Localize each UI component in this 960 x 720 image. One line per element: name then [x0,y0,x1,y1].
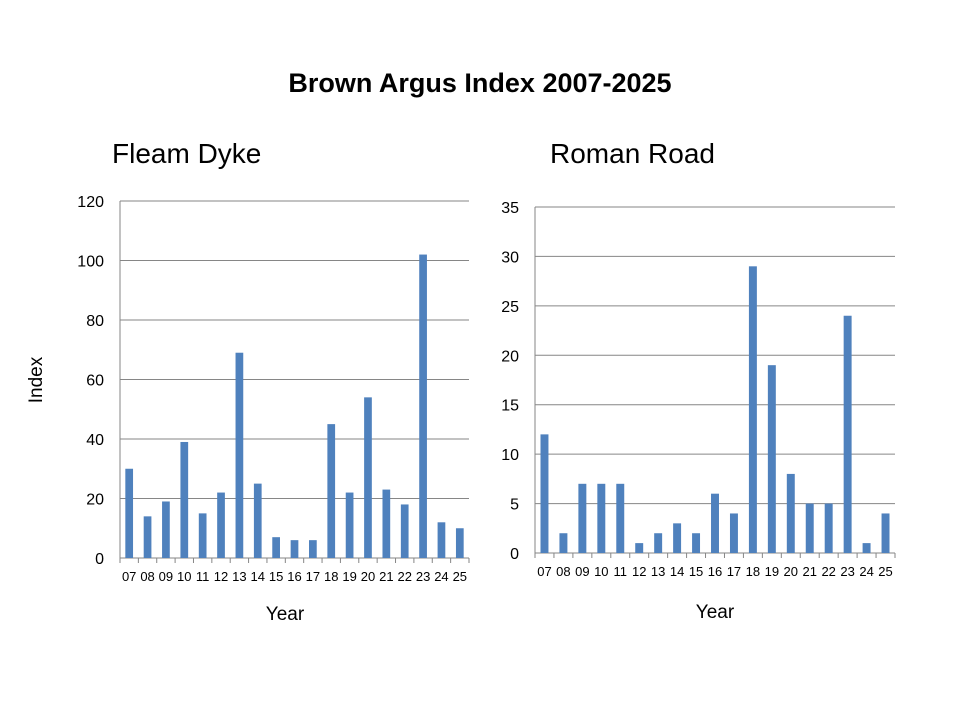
bar-16 [711,493,719,553]
slide-title: Brown Argus Index 2007-2025 [288,68,672,98]
x-tick-label: 20 [784,564,798,579]
bar-09 [162,501,170,558]
bar-24 [862,543,871,553]
bar-18 [327,424,336,558]
x-tick-label: 21 [803,564,817,579]
bar-22 [824,503,833,553]
x-tick-label: 14 [670,564,684,579]
x-tick-label: 21 [379,569,393,584]
x-tick-label: 18 [746,564,760,579]
bar-08 [559,533,568,553]
x-tick-label: 10 [177,569,191,584]
x-axis-label: Year [696,602,735,623]
x-tick-label: 17 [306,569,320,584]
y-axis-label: Index [26,356,47,403]
bar-18 [748,266,757,553]
x-tick-label: 17 [727,564,741,579]
x-tick-label: 16 [708,564,722,579]
x-tick-label: 15 [689,564,703,579]
bar-10 [180,441,189,558]
bar-21 [805,503,814,553]
y-tick-label: 30 [501,249,519,266]
y-tick-label: 10 [501,447,519,464]
bar-20 [786,473,795,553]
y-tick-label: 0 [510,546,519,563]
bar-25 [455,528,464,558]
x-tick-label: 11 [614,564,628,579]
x-tick-label: 12 [214,569,228,584]
bar-21 [382,489,391,558]
x-axis-label: Year [266,604,305,625]
bar-16 [290,540,299,558]
bar-23 [843,315,852,553]
x-tick-label: 08 [556,564,570,579]
bar-13 [235,352,244,558]
x-tick-label: 20 [361,569,375,584]
bar-12 [217,492,225,558]
x-tick-label: 13 [232,569,246,584]
y-tick-label: 100 [77,254,104,271]
y-tick-label: 25 [501,299,519,316]
bar-23 [419,254,427,559]
bar-11 [616,483,625,553]
bar-19 [767,365,776,553]
x-tick-label: 07 [122,569,136,584]
bar-15 [692,533,701,553]
x-tick-label: 09 [575,564,589,579]
y-tick-label: 15 [501,398,519,415]
x-tick-label: 19 [342,569,356,584]
x-tick-label: 07 [537,564,551,579]
bar-15 [272,537,280,558]
x-tick-label: 09 [159,569,173,584]
bar-25 [881,513,890,553]
bar-08 [143,516,152,558]
bar-12 [635,543,644,553]
x-tick-label: 22 [397,569,411,584]
x-tick-label: 23 [416,569,430,584]
bar-11 [198,513,207,558]
y-tick-label: 20 [86,492,104,509]
x-tick-label: 22 [821,564,835,579]
x-tick-label: 19 [765,564,779,579]
x-tick-label: 16 [287,569,301,584]
bar-19 [345,492,354,558]
bar-10 [597,483,606,553]
x-tick-label: 23 [840,564,854,579]
bar-20 [364,397,372,558]
bar-22 [400,504,409,558]
chart-title-roman-road: Roman Road [550,138,715,169]
x-tick-label: 25 [453,569,467,584]
x-tick-label: 13 [651,564,665,579]
x-tick-label: 15 [269,569,283,584]
y-tick-label: 0 [95,551,104,568]
bar-24 [437,522,446,558]
y-tick-label: 20 [501,348,519,365]
x-tick-label: 18 [324,569,338,584]
y-tick-label: 35 [501,200,519,217]
bar-09 [578,483,587,553]
bar-07 [540,434,549,553]
y-tick-label: 5 [510,497,519,514]
bar-14 [253,483,262,558]
x-tick-label: 14 [251,569,265,584]
bar-07 [125,468,134,558]
x-tick-label: 08 [140,569,154,584]
bar-17 [309,540,317,558]
x-tick-label: 11 [196,569,210,584]
bar-13 [654,533,663,553]
bar-17 [729,513,738,553]
y-tick-label: 80 [86,313,104,330]
x-tick-label: 10 [594,564,608,579]
x-tick-label: 25 [878,564,892,579]
bar-14 [673,523,682,553]
y-tick-label: 40 [86,432,104,449]
x-tick-label: 24 [434,569,448,584]
chart-title-fleam-dyke: Fleam Dyke [112,138,262,169]
y-tick-label: 120 [77,194,104,211]
x-tick-label: 24 [859,564,873,579]
y-tick-label: 60 [86,373,104,390]
x-tick-label: 12 [632,564,646,579]
